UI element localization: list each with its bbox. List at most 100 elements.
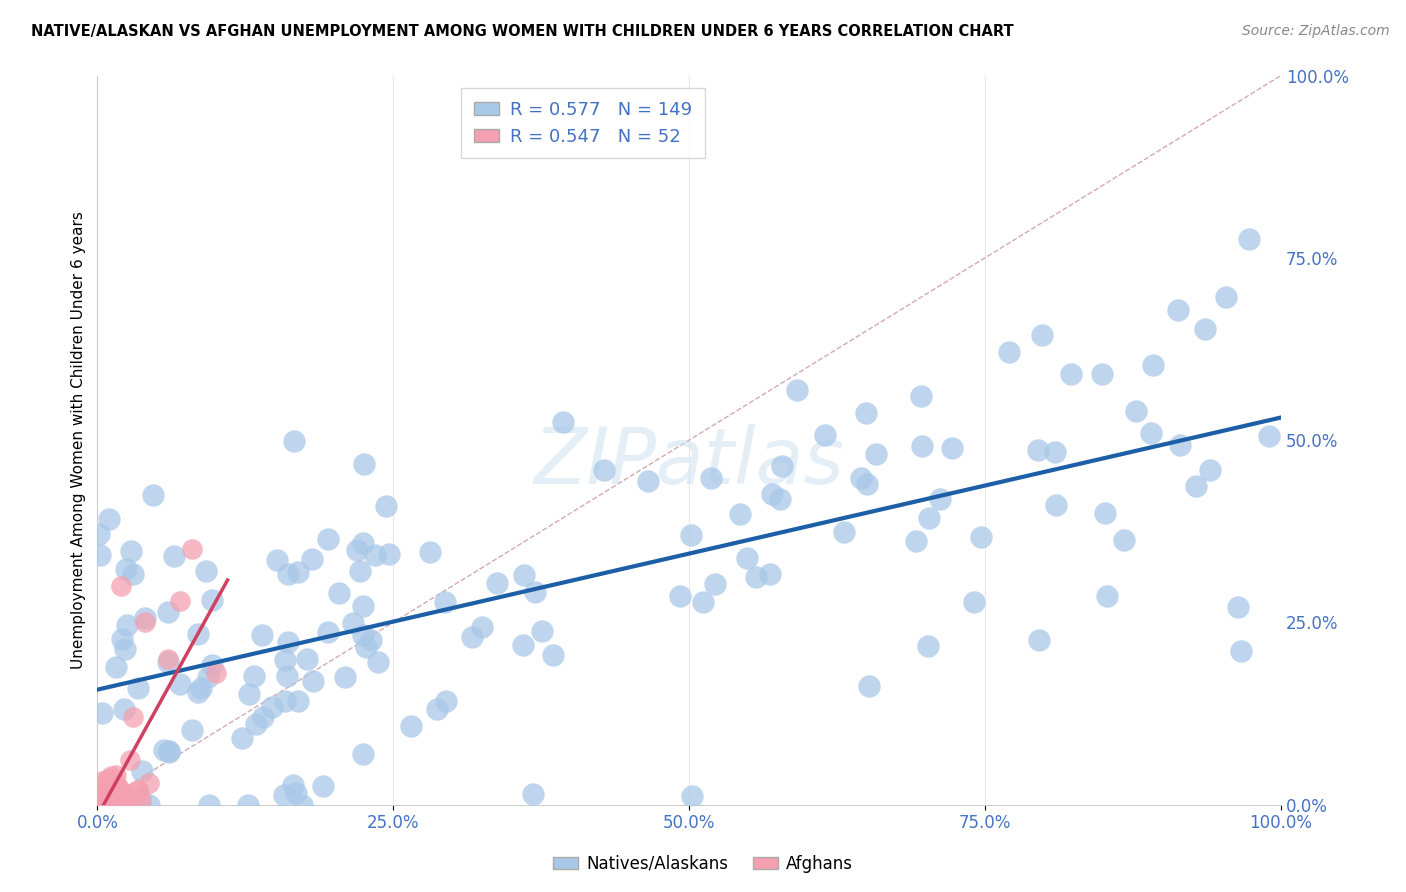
Point bbox=[266, 552, 288, 566]
Point bbox=[522, 787, 544, 801]
Point bbox=[1199, 462, 1222, 476]
Point bbox=[1045, 498, 1067, 512]
Point bbox=[163, 549, 186, 563]
Point bbox=[434, 694, 457, 708]
Point bbox=[524, 584, 547, 599]
Point bbox=[770, 459, 793, 474]
Point bbox=[1258, 429, 1281, 443]
Point bbox=[1215, 290, 1237, 304]
Legend: R = 0.577   N = 149, R = 0.547   N = 52: R = 0.577 N = 149, R = 0.547 N = 52 bbox=[461, 88, 704, 159]
Point bbox=[90, 780, 112, 795]
Point bbox=[121, 710, 143, 724]
Point bbox=[97, 772, 120, 786]
Text: NATIVE/ALASKAN VS AFGHAN UNEMPLOYMENT AMONG WOMEN WITH CHILDREN UNDER 6 YEARS CO: NATIVE/ALASKAN VS AFGHAN UNEMPLOYMENT AM… bbox=[31, 24, 1014, 39]
Point bbox=[91, 789, 114, 803]
Point bbox=[1091, 367, 1114, 381]
Point bbox=[104, 660, 127, 674]
Point bbox=[111, 792, 134, 806]
Point bbox=[1095, 589, 1118, 603]
Point bbox=[129, 792, 152, 806]
Point bbox=[1168, 438, 1191, 452]
Point bbox=[138, 776, 160, 790]
Point bbox=[461, 631, 484, 645]
Point bbox=[352, 628, 374, 642]
Point bbox=[124, 793, 146, 807]
Point bbox=[425, 701, 447, 715]
Point bbox=[637, 474, 659, 488]
Text: ZIPatlas: ZIPatlas bbox=[534, 424, 845, 500]
Point bbox=[181, 723, 204, 737]
Point bbox=[105, 789, 128, 803]
Point bbox=[231, 731, 253, 746]
Point bbox=[1045, 445, 1067, 459]
Point bbox=[1230, 644, 1253, 658]
Point bbox=[273, 652, 295, 666]
Point bbox=[512, 638, 534, 652]
Point bbox=[855, 477, 877, 491]
Point bbox=[399, 719, 422, 733]
Point bbox=[301, 552, 323, 566]
Point bbox=[204, 666, 226, 681]
Point bbox=[917, 639, 939, 653]
Point bbox=[941, 442, 963, 456]
Point bbox=[352, 599, 374, 613]
Point bbox=[101, 789, 124, 804]
Point bbox=[104, 767, 127, 781]
Point bbox=[101, 772, 124, 787]
Point bbox=[858, 679, 880, 693]
Point bbox=[104, 785, 127, 799]
Point bbox=[190, 681, 212, 695]
Point bbox=[169, 677, 191, 691]
Point bbox=[1112, 533, 1135, 547]
Point bbox=[1142, 359, 1164, 373]
Point bbox=[110, 783, 132, 797]
Point bbox=[353, 457, 375, 471]
Point bbox=[262, 700, 284, 714]
Point bbox=[134, 611, 156, 625]
Point bbox=[318, 625, 340, 640]
Point bbox=[929, 491, 952, 506]
Point bbox=[541, 648, 564, 662]
Point bbox=[118, 753, 141, 767]
Point bbox=[700, 471, 723, 485]
Point bbox=[96, 794, 118, 808]
Point bbox=[273, 788, 295, 802]
Point bbox=[1237, 232, 1260, 246]
Point bbox=[250, 627, 273, 641]
Point bbox=[692, 595, 714, 609]
Point bbox=[90, 789, 112, 804]
Point bbox=[367, 656, 389, 670]
Point bbox=[1026, 443, 1049, 458]
Point bbox=[114, 642, 136, 657]
Point bbox=[328, 586, 350, 600]
Point bbox=[89, 781, 111, 796]
Point bbox=[91, 706, 114, 720]
Point bbox=[245, 716, 267, 731]
Point bbox=[112, 797, 135, 811]
Point bbox=[354, 640, 377, 654]
Point bbox=[419, 545, 441, 559]
Point bbox=[333, 670, 356, 684]
Point bbox=[91, 789, 114, 803]
Point bbox=[759, 567, 782, 582]
Point bbox=[745, 570, 768, 584]
Point bbox=[201, 593, 224, 607]
Point bbox=[157, 743, 180, 757]
Point bbox=[486, 575, 509, 590]
Point bbox=[252, 710, 274, 724]
Point bbox=[352, 535, 374, 549]
Point bbox=[312, 780, 335, 794]
Point bbox=[291, 797, 314, 812]
Point bbox=[112, 786, 135, 800]
Point bbox=[551, 415, 574, 429]
Point bbox=[98, 511, 121, 525]
Point bbox=[865, 447, 887, 461]
Point bbox=[378, 547, 401, 561]
Point bbox=[112, 795, 135, 809]
Point bbox=[834, 525, 856, 540]
Point bbox=[94, 788, 117, 802]
Point bbox=[295, 652, 318, 666]
Point bbox=[277, 635, 299, 649]
Point bbox=[243, 669, 266, 683]
Point bbox=[301, 673, 323, 688]
